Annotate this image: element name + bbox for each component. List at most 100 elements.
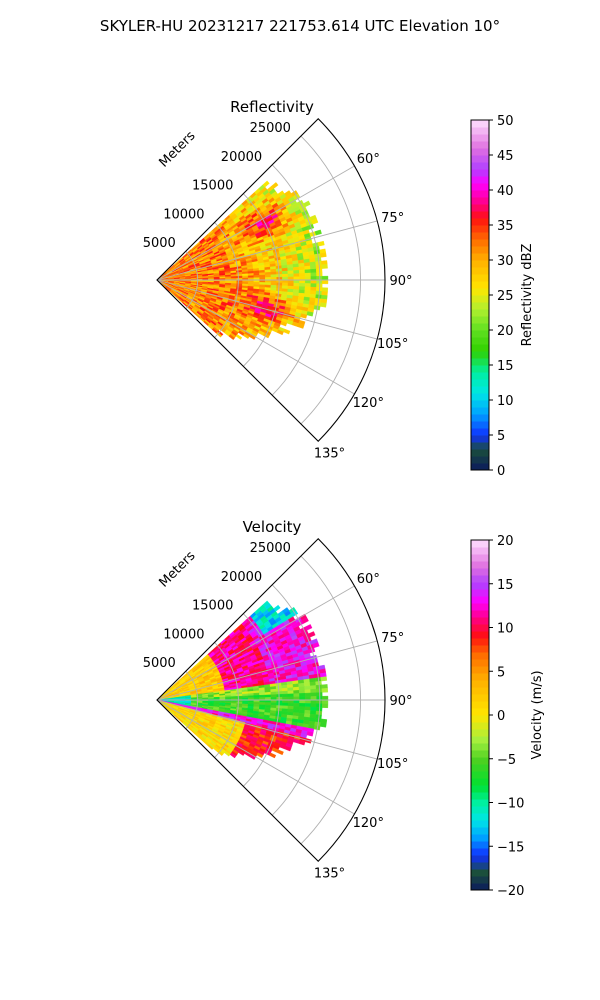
colorbar-segment bbox=[471, 834, 489, 842]
field-cell bbox=[297, 323, 305, 329]
field-cell bbox=[282, 279, 289, 284]
colorbar-tick-label: −5 bbox=[497, 753, 516, 768]
azimuth-spoke bbox=[156, 585, 355, 701]
azimuth-spoke bbox=[156, 279, 355, 395]
colorbar-segment bbox=[471, 589, 489, 597]
colorbar-segment bbox=[471, 330, 489, 338]
colorbar-segment bbox=[471, 771, 489, 779]
field-cell bbox=[247, 695, 255, 699]
colorbar-segment bbox=[471, 883, 489, 891]
field-cell bbox=[287, 282, 294, 287]
field-cell bbox=[293, 690, 300, 694]
field-cell bbox=[262, 180, 270, 188]
colorbar-segment bbox=[471, 288, 489, 296]
field-cell bbox=[229, 752, 237, 759]
velocity-frame bbox=[156, 538, 386, 862]
field-cell bbox=[304, 276, 312, 281]
azimuth-spoke bbox=[156, 220, 378, 281]
field-cell bbox=[282, 693, 289, 698]
field-cell bbox=[259, 694, 266, 698]
range-tick-label: 20000 bbox=[221, 150, 262, 165]
colorbar-tick-label: 15 bbox=[497, 578, 514, 593]
azimuth-tick-label: 120° bbox=[353, 396, 384, 411]
colorbar-segment bbox=[471, 540, 489, 548]
field-cell bbox=[217, 750, 224, 757]
field-cell bbox=[299, 696, 306, 701]
colorbar-segment bbox=[471, 218, 489, 226]
reflectivity-grid bbox=[156, 135, 385, 442]
field-cell bbox=[298, 286, 306, 291]
colorbar-segment bbox=[471, 449, 489, 457]
field-cell bbox=[303, 200, 311, 208]
field-cell bbox=[304, 283, 312, 288]
colorbar-segment bbox=[471, 680, 489, 688]
field-cell bbox=[304, 685, 311, 691]
colorbar-segment bbox=[471, 715, 489, 723]
colorbar-segment bbox=[471, 827, 489, 835]
field-cell bbox=[293, 270, 300, 274]
field-cell bbox=[301, 617, 309, 624]
range-tick-label: 5000 bbox=[143, 656, 176, 671]
colorbar-segment bbox=[471, 239, 489, 247]
colorbar-segment bbox=[471, 652, 489, 660]
reflectivity-panel: Reflectivity 5000 10000 15000 20000 25000 60… bbox=[143, 98, 535, 479]
velocity-colorbar: −20 −15 −10 −5 0 5 10 15 20 bbox=[470, 534, 524, 899]
field-cell bbox=[314, 229, 322, 236]
field-cell bbox=[304, 265, 311, 271]
colorbar-segment bbox=[471, 785, 489, 793]
field-cell bbox=[304, 689, 311, 694]
velocity-panel: Velocity 5000 10000 15000 20000 25000 60° 75°… bbox=[143, 518, 545, 899]
azimuth-tick-label: 135° bbox=[314, 447, 345, 462]
colorbar-segment bbox=[471, 582, 489, 590]
field-cell bbox=[282, 276, 289, 281]
field-cell bbox=[299, 703, 306, 707]
field-cell bbox=[264, 271, 272, 276]
colorbar-segment bbox=[471, 659, 489, 667]
field-cell bbox=[281, 690, 289, 695]
field-cell bbox=[247, 275, 255, 279]
field-cell bbox=[310, 688, 317, 694]
field-cell bbox=[256, 752, 264, 759]
range-tick-label: 20000 bbox=[221, 570, 262, 585]
field-cell bbox=[306, 731, 314, 737]
colorbar-tick-label: 40 bbox=[497, 184, 514, 199]
colorbar-segment bbox=[471, 820, 489, 828]
colorbar-segment bbox=[471, 344, 489, 352]
colorbar-segment bbox=[471, 736, 489, 744]
field-cell bbox=[270, 691, 277, 695]
field-cell bbox=[253, 275, 260, 278]
colorbar-segment bbox=[471, 253, 489, 261]
colorbar-segment bbox=[471, 841, 489, 849]
figure-title: SKYLER-HU 20231217 221753.614 UTC Elevat… bbox=[100, 17, 500, 35]
field-cell bbox=[310, 696, 317, 701]
colorbar-segment bbox=[471, 603, 489, 611]
field-cell bbox=[207, 744, 214, 750]
colorbar-tick-label: −15 bbox=[497, 840, 524, 855]
field-cell bbox=[321, 688, 329, 693]
field-cell bbox=[310, 279, 317, 284]
field-cell bbox=[299, 699, 306, 704]
field-cell bbox=[242, 695, 249, 699]
velocity-radial-axis-label: Meters bbox=[157, 548, 199, 590]
velocity-colorbar-label: Velocity (m/s) bbox=[530, 670, 545, 759]
sector-frame bbox=[156, 538, 386, 862]
field-cell bbox=[304, 699, 312, 704]
colorbar-segment bbox=[471, 176, 489, 184]
colorbar-segment bbox=[471, 141, 489, 149]
field-cell bbox=[322, 699, 329, 705]
field-cell bbox=[293, 699, 300, 704]
field-cell bbox=[319, 302, 327, 308]
field-cell bbox=[321, 287, 329, 292]
colorbar-segment bbox=[471, 673, 489, 681]
colorbar-tick-label: 5 bbox=[497, 429, 505, 444]
field-cell bbox=[270, 271, 277, 275]
reflectivity-azimuth-labels: 60° 75° 90° 105° 120° 135° bbox=[314, 152, 413, 462]
field-cell bbox=[304, 269, 311, 274]
field-cell bbox=[310, 265, 317, 270]
azimuth-tick-label: 60° bbox=[357, 152, 380, 167]
colorbar-segment bbox=[471, 701, 489, 709]
sector-frame bbox=[156, 118, 386, 442]
reflectivity-title: Reflectivity bbox=[230, 98, 314, 116]
field-cell bbox=[269, 752, 277, 759]
field-cell bbox=[319, 252, 327, 258]
